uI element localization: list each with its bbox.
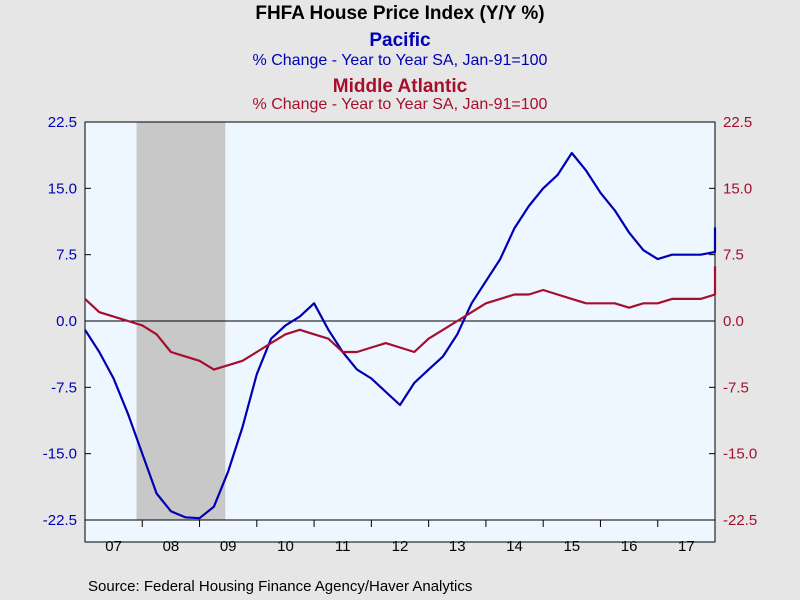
series-middle-atlantic-name: Middle Atlantic (332, 76, 468, 97)
y-left-tick-label: -22.5 (43, 512, 77, 529)
x-tick-label: 09 (220, 538, 237, 555)
x-tick-label: 17 (678, 538, 695, 555)
x-tick-label: 16 (621, 538, 638, 555)
series-line-middle-atlantic (84, 266, 717, 371)
y-left-tick-label: 22.5 (48, 114, 77, 131)
x-tick-label: 13 (449, 538, 466, 555)
x-tick-label: 15 (563, 538, 580, 555)
x-tick-label: 11 (335, 538, 351, 555)
y-right-tick-label: 15.0 (723, 180, 752, 197)
plot-frame (84, 121, 716, 543)
x-tick-label: 07 (105, 538, 122, 555)
source-note: Source: Federal Housing Finance Agency/H… (88, 578, 473, 595)
series-pacific-name: Pacific (369, 30, 431, 51)
x-tick-label: 08 (163, 538, 180, 555)
series-pacific-subtitle: % Change - Year to Year SA, Jan-91=100 (252, 52, 548, 69)
y-left-tick-label: 15.0 (48, 180, 77, 197)
y-left-tick-label: 7.5 (56, 247, 77, 264)
y-right-tick-label: 7.5 (723, 247, 744, 264)
series-line-pacific (84, 151, 717, 520)
y-right-tick-label: -7.5 (723, 379, 749, 396)
x-axis-band (85, 520, 715, 542)
x-tick-label: 14 (506, 538, 523, 555)
y-right-tick-label: 22.5 (723, 114, 752, 131)
series-middle-atlantic-subtitle: % Change - Year to Year SA, Jan-91=100 (252, 96, 548, 113)
y-left-tick-label: 0.0 (56, 313, 77, 330)
y-right-tick-label: 0.0 (723, 313, 744, 330)
chart-title: FHFA House Price Index (Y/Y %) (255, 3, 545, 24)
y-left-tick-label: -7.5 (51, 379, 77, 396)
y-right-tick-label: -15.0 (723, 446, 757, 463)
y-left-tick-label: -15.0 (43, 446, 77, 463)
x-tick-label: 10 (277, 538, 294, 555)
y-right-tick-label: -22.5 (723, 512, 757, 529)
x-tick-label: 12 (392, 538, 409, 555)
